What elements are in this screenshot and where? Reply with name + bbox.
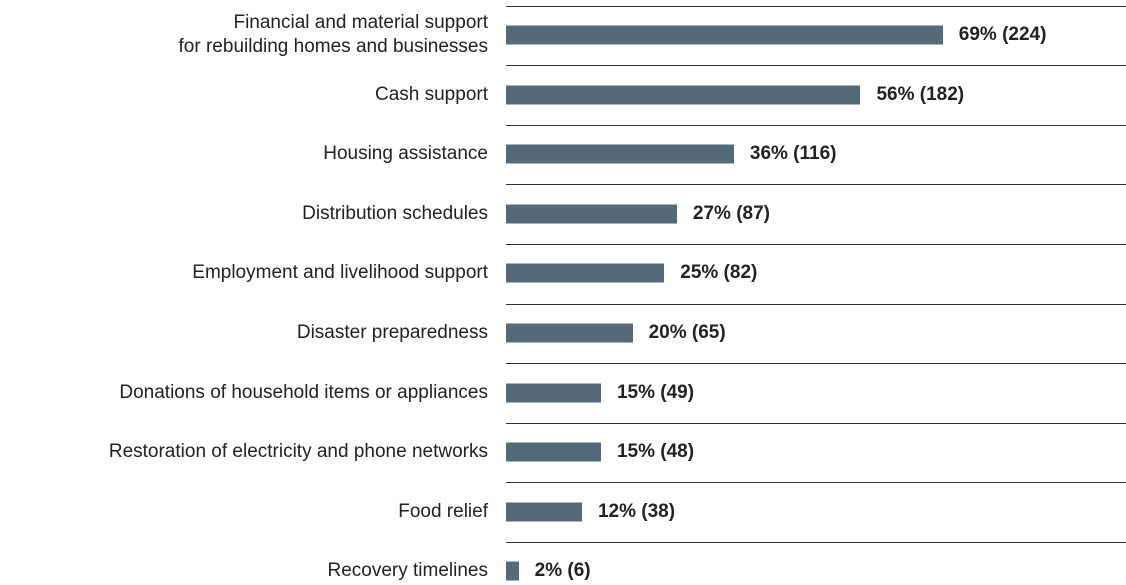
separator <box>506 65 1126 67</box>
bar <box>506 25 943 45</box>
separator <box>506 243 1126 245</box>
value-label: 56% (182) <box>876 83 965 105</box>
category-label: Donations of household items or applianc… <box>119 381 488 403</box>
value-label: 20% (65) <box>648 322 726 343</box>
separator <box>506 184 1126 186</box>
bar <box>506 204 677 224</box>
category-label: Housing assistance <box>323 143 488 165</box>
category-label: Distribution schedules <box>302 202 488 224</box>
value-label: 15% (48) <box>616 441 695 463</box>
separator <box>506 5 1126 7</box>
bar <box>506 323 633 343</box>
bar <box>506 85 861 105</box>
value-label: 2% (6) <box>534 560 591 582</box>
value-label: 36% (116) <box>749 143 837 165</box>
category-label: Disaster preparedness <box>296 322 488 343</box>
category-label: Food relief <box>398 500 488 522</box>
value-label: 69% (224) <box>958 24 1047 45</box>
separator <box>506 541 1126 543</box>
category-label: Restoration of electricity and phone net… <box>108 441 488 463</box>
separator <box>506 422 1126 424</box>
separator <box>506 482 1126 484</box>
category-label: Financial and material support for rebui… <box>178 12 488 57</box>
bar <box>506 263 665 283</box>
value-label: 12% (38) <box>597 500 676 522</box>
separator <box>506 363 1126 365</box>
bar <box>506 442 601 462</box>
category-label: Employment and livelihood support <box>192 262 488 284</box>
bar <box>506 502 582 522</box>
value-label: 25% (82) <box>680 262 758 284</box>
category-label: Recovery timelines <box>327 560 489 582</box>
bar <box>506 383 601 403</box>
bar <box>506 561 519 581</box>
category-label: Cash support <box>374 83 488 105</box>
value-label: 15% (49) <box>616 381 695 403</box>
value-label: 27% (87) <box>692 202 771 224</box>
separator <box>506 303 1126 305</box>
bar <box>506 144 734 164</box>
separator <box>506 124 1126 126</box>
